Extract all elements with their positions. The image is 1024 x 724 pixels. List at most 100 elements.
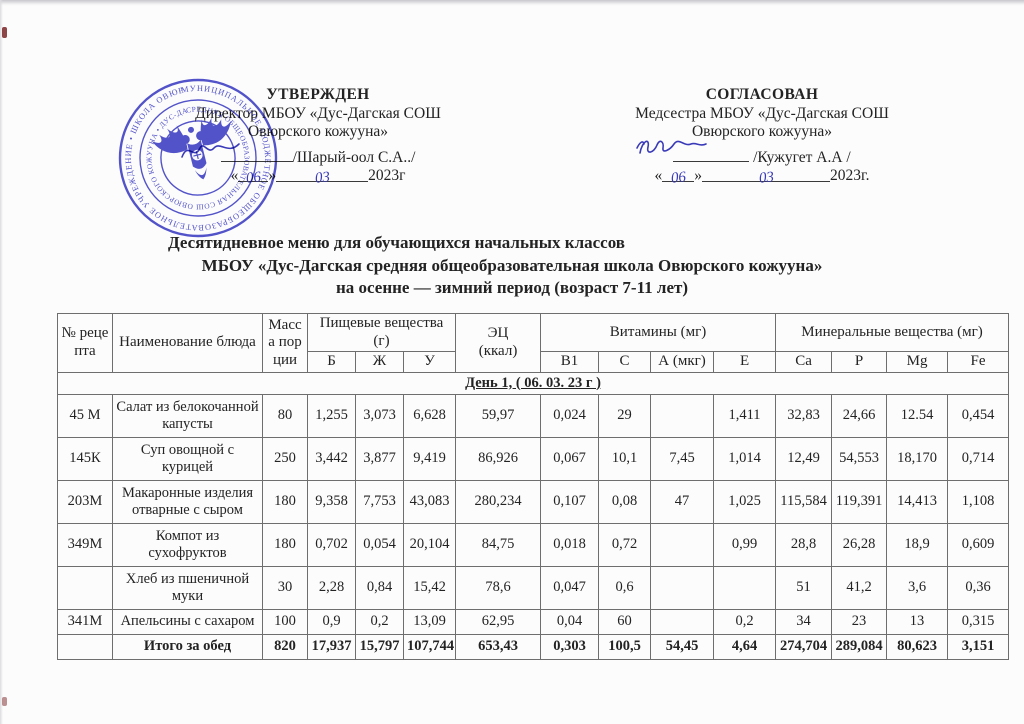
scan-artifact-speck	[2, 27, 7, 38]
menu-table-header: № рецепта Наименование блюда Масса порци…	[57, 313, 1010, 373]
approval-left-date-row: «06» 03 2023г	[230, 167, 406, 187]
header-energy: ЭЦ (ккал)	[455, 313, 542, 373]
cell-dish-name: Итого за обед	[112, 634, 263, 660]
cell-vitamin-b1: 0,107	[540, 480, 600, 524]
day-header-row: День 1, ( 06. 03. 23 г )	[56, 371, 1010, 395]
table-row: 45 М Салат из белокочанной капусты 80 1,…	[57, 394, 1010, 438]
cell-calcium: 12,49	[775, 437, 833, 481]
cell-vitamin-c: 100,5	[598, 634, 652, 660]
cell-calcium: 115,584	[775, 480, 833, 524]
cell-magnesium: 14,413	[886, 480, 949, 524]
header-portion-mass: Масса порции	[262, 313, 308, 373]
cell-vitamin-a	[650, 609, 715, 635]
header-iron: Fe	[947, 351, 1010, 373]
cell-vitamin-b1: 0,047	[540, 566, 600, 610]
cell-recipe-number: 203М	[57, 480, 113, 524]
cell-iron: 3,151	[947, 634, 1010, 660]
cell-dish-name: Салат из белокочанной капусты	[112, 394, 263, 438]
cell-carbs: 20,104	[402, 523, 457, 567]
cell-fat: 7,753	[355, 480, 404, 524]
table-row: Итого за обед 820 17,937 15,797 107,744 …	[57, 634, 1010, 660]
cell-portion-mass: 820	[262, 634, 308, 660]
cell-phosphorus: 119,391	[831, 480, 888, 524]
cell-portion-mass: 180	[262, 523, 308, 567]
cell-energy: 59,97	[455, 394, 542, 438]
cell-vitamin-e: 1,411	[713, 394, 777, 438]
cell-protein: 0,702	[307, 523, 356, 567]
table-row: 341М Апельсины с сахаром 100 0,9 0,2 13,…	[57, 609, 1010, 635]
cell-recipe-number	[57, 634, 113, 660]
cell-protein: 1,255	[307, 394, 356, 438]
cell-vitamin-a: 54,45	[650, 634, 715, 660]
header-phosphorus: P	[831, 351, 888, 373]
cell-fat: 3,877	[355, 437, 404, 481]
cell-magnesium: 3,6	[886, 566, 949, 610]
header-magnesium: Mg	[886, 351, 949, 373]
signature-blank-line	[220, 147, 293, 162]
cell-fat: 15,797	[355, 634, 404, 660]
cell-vitamin-e: 0,2	[713, 609, 777, 635]
approval-right-line1: Медсестра МБОУ «Дус-Дагская СОШ	[635, 104, 889, 122]
cell-vitamin-c: 0,6	[598, 566, 652, 610]
table-row: 349М Компот из сухофруктов 180 0,702 0,0…	[57, 523, 1010, 567]
menu-table-body: День 1, ( 06. 03. 23 г ) 45 М Салат из б…	[56, 371, 1010, 660]
cell-dish-name: Макаронные изделия отварные с сыром	[112, 480, 263, 524]
cell-carbs: 107,744	[402, 634, 457, 660]
cell-dish-name: Хлеб из пшеничной муки	[112, 566, 263, 610]
approval-left-line2: Овюрского кожууна»	[247, 123, 389, 140]
cell-recipe-number: 145К	[57, 437, 113, 481]
cell-vitamin-e: 1,025	[713, 480, 777, 524]
approval-right-line2: Овюрского кожууна»	[691, 123, 833, 140]
cell-iron: 0,36	[947, 566, 1010, 610]
cell-iron: 0,315	[947, 609, 1010, 635]
cell-portion-mass: 30	[262, 566, 308, 610]
cell-carbs: 13,09	[402, 609, 457, 635]
cell-phosphorus: 54,553	[831, 437, 888, 481]
cell-vitamin-e: 0,99	[713, 523, 777, 567]
cell-fat: 3,073	[355, 394, 404, 438]
cell-magnesium: 18,9	[886, 523, 949, 567]
header-fat: Ж	[355, 351, 404, 373]
cell-vitamin-c: 60	[598, 609, 652, 635]
cell-vitamin-e: 4,64	[713, 634, 777, 660]
cell-vitamin-a	[650, 566, 715, 610]
cell-protein: 2,28	[307, 566, 356, 610]
cell-vitamin-b1: 0,018	[540, 523, 600, 567]
approval-block-right: СОГЛАСОВАН Медсестра МБОУ «Дус-Дагская С…	[586, 86, 938, 187]
scan-artifact-speck	[2, 697, 7, 706]
approval-block-left: УТВЕРЖДЕН Директор МБОУ «Дус-Дагская СОШ…	[128, 86, 508, 187]
document-title-line2: МБОУ «Дус-Дагская средняя общеобразовате…	[201, 255, 823, 275]
cell-dish-name: Суп овощной с курицей	[112, 437, 263, 481]
cell-calcium: 32,83	[775, 394, 833, 438]
cell-phosphorus: 24,66	[831, 394, 888, 438]
cell-vitamin-a	[650, 394, 715, 438]
approval-left-sign-name: /Шарый-оол С.А../	[292, 148, 416, 166]
cell-iron: 0,714	[947, 437, 1010, 481]
table-row: 145К Суп овощной с курицей 250 3,442 3,8…	[57, 437, 1010, 481]
cell-vitamin-c: 10,1	[598, 437, 652, 481]
cell-vitamin-b1: 0,04	[540, 609, 600, 635]
cell-fat: 0,054	[355, 523, 404, 567]
cell-carbs: 6,628	[402, 394, 457, 438]
approval-right-date-row: «06» 03 2023г.	[654, 167, 870, 187]
header-carbs: У	[402, 351, 457, 373]
cell-vitamin-a: 7,45	[650, 437, 715, 481]
cell-phosphorus: 26,28	[831, 523, 888, 567]
cell-energy: 86,926	[455, 437, 542, 481]
cell-recipe-number: 45 М	[57, 394, 113, 438]
header-vitamin-a: А (мкг)	[650, 351, 715, 373]
cell-protein: 17,937	[307, 634, 356, 660]
cell-fat: 0,84	[355, 566, 404, 610]
handwritten-day: 06	[245, 169, 262, 187]
cell-vitamin-c: 0,08	[598, 480, 652, 524]
header-calcium: Ca	[775, 351, 833, 373]
cell-dish-name: Апельсины с сахаром	[112, 609, 263, 635]
table-row: Хлеб из пшеничной муки 30 2,28 0,84 15,4…	[57, 566, 1010, 610]
cell-carbs: 15,42	[402, 566, 457, 610]
approval-right-year: 2023г.	[830, 167, 870, 184]
cell-vitamin-c: 0,72	[598, 523, 652, 567]
document-title-line1: Десятидневное меню для обучающихся начал…	[168, 233, 625, 252]
handwritten-day: 06	[669, 169, 687, 187]
cell-recipe-number: 349М	[57, 523, 113, 567]
cell-magnesium: 80,623	[886, 634, 949, 660]
